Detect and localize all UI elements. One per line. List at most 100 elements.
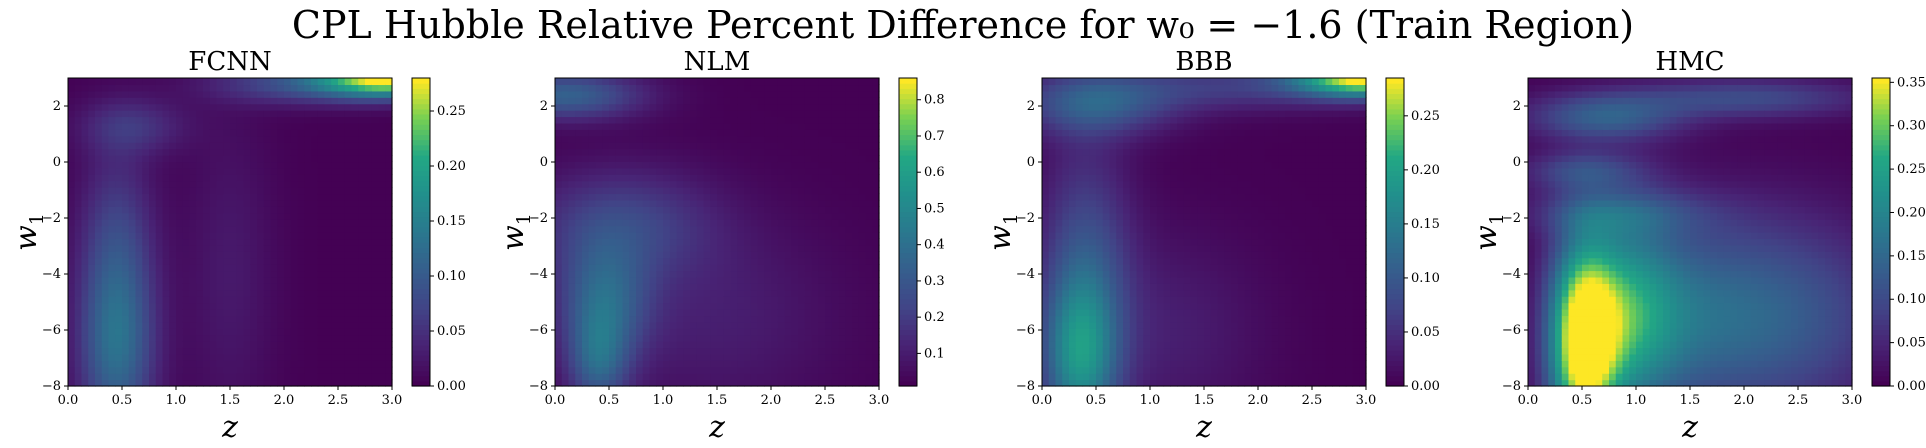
heatmap-cell [1062, 232, 1070, 240]
heatmap-cell [771, 90, 779, 98]
heatmap-cell [811, 251, 819, 259]
heatmap-cell [872, 122, 880, 130]
heatmap-cell [338, 334, 346, 342]
heatmap-cell [737, 321, 745, 329]
heatmap-cell [74, 360, 83, 368]
heatmap-cell [209, 161, 218, 169]
heatmap-cell [683, 283, 691, 291]
heatmap-cell [703, 97, 711, 105]
heatmap-cell [690, 225, 698, 233]
heatmap-cell [162, 155, 170, 163]
heatmap-cell [358, 276, 366, 284]
heatmap-cell [642, 135, 651, 143]
heatmap-cell [838, 238, 846, 246]
heatmap-cell [696, 264, 705, 272]
heatmap-cell [798, 244, 806, 252]
heatmap-cell [717, 373, 725, 381]
heatmap-cell [723, 161, 732, 169]
heatmap-cell [858, 212, 867, 220]
heatmap-cell [101, 161, 110, 169]
heatmap-cell [683, 321, 691, 329]
heatmap-cell [831, 180, 840, 188]
heatmap-cell [865, 244, 873, 252]
heatmap-cell [88, 174, 96, 182]
heatmap-cell [771, 142, 779, 150]
heatmap-cell [101, 283, 110, 291]
heatmap-cell [74, 309, 83, 317]
heatmap-cell [636, 264, 644, 272]
heatmap-cell [602, 161, 610, 169]
heatmap-cell [798, 341, 806, 349]
x-tick-label: 1.5 [220, 393, 241, 408]
heatmap-cell [798, 353, 806, 361]
heatmap-cell [257, 296, 265, 304]
heatmap-cell [385, 167, 393, 175]
heatmap-cell [378, 309, 386, 317]
heatmap-cell [203, 296, 211, 304]
heatmap-cell [74, 219, 83, 227]
heatmap-cell [216, 135, 224, 143]
heatmap-cell [771, 206, 779, 214]
heatmap-cell [371, 90, 380, 98]
colorbar-segment [899, 149, 917, 156]
heatmap-cell [575, 110, 583, 118]
heatmap-cell [764, 187, 772, 195]
heatmap-cell [1055, 347, 1063, 355]
heatmap-cell [243, 219, 251, 227]
heatmap-cell [257, 78, 265, 86]
y-tick-label: −8 [529, 379, 548, 394]
heatmap-cell [155, 328, 164, 336]
heatmap-cell [804, 366, 813, 374]
colorbar-segment [899, 211, 917, 218]
heatmap-cell [311, 212, 319, 220]
heatmap-cell [852, 225, 860, 233]
heatmap-cell [717, 142, 725, 150]
heatmap-cell [290, 116, 299, 124]
heatmap-cell [81, 206, 89, 214]
heatmap-cell [858, 78, 867, 86]
heatmap-cell [115, 206, 123, 214]
heatmap-cell [764, 328, 772, 336]
heatmap-cell [791, 334, 799, 342]
heatmap-cell [243, 84, 251, 92]
heatmap-cell [858, 110, 867, 118]
colorbar-segment [899, 139, 917, 146]
heatmap-cell [378, 334, 386, 342]
colorbar-segment [412, 180, 430, 187]
heatmap-cell [602, 373, 610, 381]
heatmap-cell [128, 219, 137, 227]
heatmap-cell [324, 219, 332, 227]
heatmap-cell [162, 276, 170, 284]
heatmap-cell [317, 366, 326, 374]
heatmap-cell [290, 110, 299, 118]
heatmap-cell [1042, 379, 1050, 387]
heatmap-cell [351, 161, 359, 169]
heatmap-cell [81, 379, 89, 387]
heatmap-cell [737, 135, 745, 143]
heatmap-cell [683, 193, 691, 201]
heatmap-cell [595, 276, 603, 284]
heatmap-cell [196, 328, 204, 336]
heatmap-cell [284, 244, 292, 252]
heatmap-cell [669, 257, 678, 265]
heatmap-cell [703, 232, 711, 240]
heatmap-cell [371, 302, 380, 310]
heatmap-cell [344, 135, 353, 143]
heatmap-cell [149, 232, 157, 240]
heatmap-cell [750, 225, 759, 233]
heatmap-cell [582, 328, 590, 336]
heatmap-cell [669, 84, 678, 92]
heatmap-cell [717, 116, 725, 124]
heatmap-cell [115, 373, 123, 381]
heatmap-cell [338, 296, 346, 304]
heatmap-cell [642, 78, 651, 86]
heatmap-cell [723, 244, 732, 252]
heatmap-cell [561, 148, 570, 156]
heatmap-cell [317, 289, 326, 297]
heatmap-cell [595, 174, 603, 182]
heatmap-cell [683, 142, 691, 150]
heatmap-cell [155, 84, 164, 92]
heatmap-cell [270, 251, 278, 259]
heatmap-cell [663, 135, 671, 143]
heatmap-cell [663, 110, 671, 118]
